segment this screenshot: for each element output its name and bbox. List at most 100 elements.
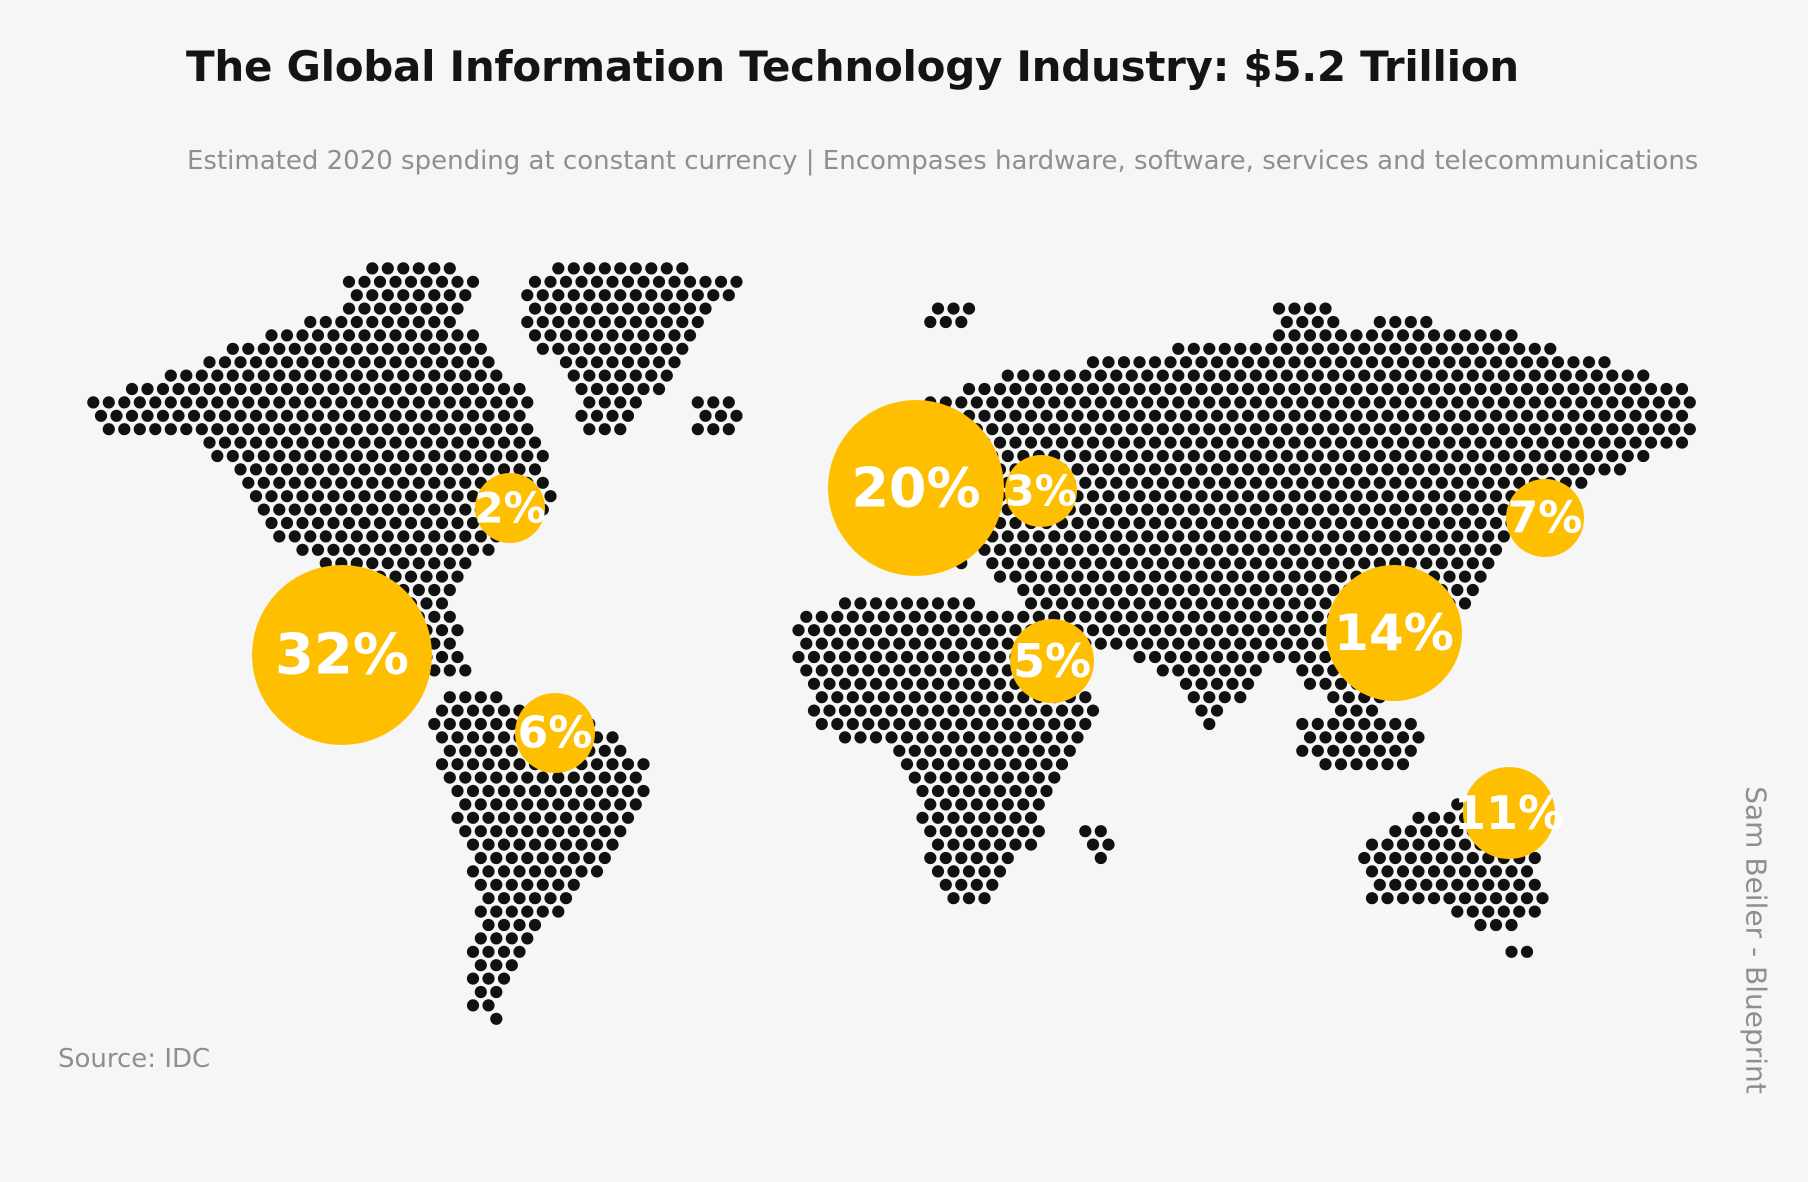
map-dot	[660, 262, 673, 275]
map-dot	[1435, 825, 1448, 838]
map-dot	[559, 811, 573, 824]
map-dot	[1528, 851, 1541, 865]
map-dot	[273, 476, 286, 489]
map-dot	[1489, 329, 1503, 342]
map-dot	[552, 905, 565, 918]
map-dot	[1241, 490, 1255, 503]
map-dot	[443, 691, 456, 704]
map-dot	[1358, 369, 1371, 382]
map-dot	[583, 798, 596, 811]
map-dot	[1365, 382, 1379, 396]
map-dot	[1435, 342, 1448, 355]
map-dot	[1365, 704, 1379, 717]
map-dot	[1094, 825, 1107, 838]
map-dot	[1311, 744, 1324, 757]
map-dot	[1412, 463, 1425, 476]
map-dot	[311, 436, 325, 449]
map-dot	[466, 436, 480, 449]
map-dot	[1327, 423, 1340, 436]
map-dot	[466, 356, 480, 369]
map-dot	[1505, 865, 1518, 878]
map-dot	[1141, 503, 1154, 516]
map-dot	[521, 851, 534, 865]
map-dot	[1528, 449, 1541, 463]
map-dot	[1327, 503, 1340, 516]
map-dot	[420, 597, 433, 610]
map-dot	[1257, 516, 1270, 530]
map-dot	[939, 717, 952, 731]
map-dot	[606, 758, 619, 771]
map-dot	[1528, 396, 1541, 409]
map-dot	[1017, 530, 1030, 543]
map-dot	[443, 557, 456, 570]
map-dot	[931, 811, 945, 824]
map-dot	[1637, 423, 1650, 436]
map-dot	[1203, 691, 1216, 704]
map-dot	[389, 275, 402, 288]
map-dot	[257, 476, 270, 489]
map-dot	[482, 784, 495, 798]
map-dot	[676, 315, 689, 329]
map-dot	[552, 798, 565, 811]
map-dot	[435, 356, 449, 369]
map-dot	[1086, 436, 1100, 449]
map-dot	[1179, 543, 1193, 556]
map-dot	[792, 624, 805, 637]
map-dot	[1079, 557, 1092, 570]
map-dot	[1412, 516, 1425, 530]
map-dot	[1621, 423, 1634, 436]
map-dot	[1458, 838, 1472, 851]
map-dot	[1551, 356, 1565, 369]
map-dot	[652, 302, 666, 315]
map-dot	[1241, 597, 1255, 610]
map-dot	[637, 382, 650, 396]
map-dot	[474, 985, 487, 999]
map-dot	[1024, 731, 1038, 744]
map-dot	[1102, 838, 1115, 851]
map-dot	[1319, 516, 1332, 530]
map-dot	[335, 342, 348, 355]
map-dot	[1505, 436, 1518, 449]
map-dot	[1172, 476, 1185, 489]
map-dot	[1234, 530, 1247, 543]
map-dot	[993, 758, 1007, 771]
map-dot	[807, 624, 821, 637]
map-dot	[1497, 342, 1510, 355]
map-dot	[885, 624, 898, 637]
map-dot	[614, 396, 627, 409]
map-dot	[1079, 369, 1092, 382]
map-dot	[629, 315, 642, 329]
map-dot	[1303, 677, 1317, 690]
map-dot	[1396, 543, 1410, 556]
map-dot	[381, 342, 394, 355]
bubble-circle	[1326, 565, 1462, 701]
map-dot	[1117, 463, 1131, 476]
map-dot	[311, 356, 325, 369]
map-dot	[1358, 449, 1371, 463]
map-dot	[381, 369, 394, 382]
map-dot	[1389, 717, 1402, 731]
map-dot	[335, 476, 348, 489]
bubble-label: 6%	[518, 708, 593, 759]
map-dot	[1117, 570, 1131, 583]
map-dot	[854, 624, 867, 637]
map-dot	[459, 449, 472, 463]
map-dot	[521, 315, 534, 329]
map-dot	[1001, 691, 1014, 704]
map-dot	[1675, 436, 1689, 449]
map-dot	[404, 409, 418, 422]
map-dot	[459, 369, 472, 382]
map-dot	[606, 356, 619, 369]
map-dot	[916, 704, 929, 717]
map-dot	[730, 275, 743, 288]
map-dot	[420, 463, 433, 476]
map-dot	[924, 825, 937, 838]
map-dot	[590, 784, 604, 798]
map-dot	[1458, 597, 1472, 610]
map-dot	[1195, 436, 1208, 449]
map-dot	[1009, 543, 1022, 556]
map-dot	[1466, 878, 1479, 891]
map-dot	[1342, 476, 1355, 489]
map-dot	[242, 369, 255, 382]
map-dot	[645, 342, 658, 355]
